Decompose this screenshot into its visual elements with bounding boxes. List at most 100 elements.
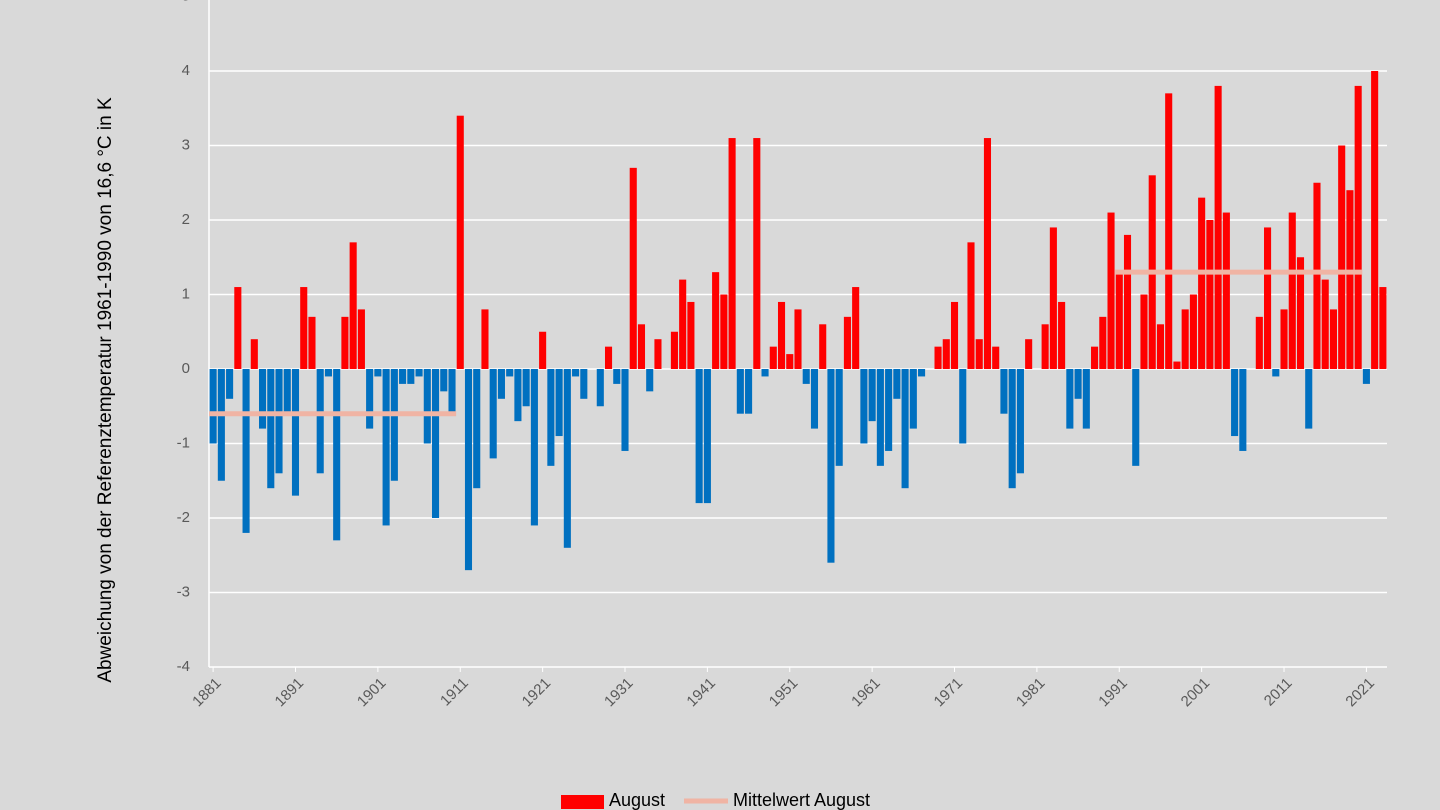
bar — [810, 369, 819, 429]
bar — [786, 354, 794, 369]
bar — [1222, 212, 1230, 369]
x-tick-label: 1911 — [437, 675, 472, 710]
bar — [1189, 294, 1197, 369]
bar — [226, 369, 234, 399]
y-tick-label: 4 — [182, 62, 190, 79]
bar — [324, 369, 332, 377]
y-tick-label: 1 — [182, 285, 190, 302]
bar — [1025, 339, 1033, 369]
bar — [267, 369, 275, 489]
y-tick-label: 2 — [182, 211, 190, 228]
bar — [464, 369, 473, 571]
x-tick-label: 1901 — [354, 675, 390, 711]
bar — [1206, 220, 1214, 369]
x-tick-label: 1881 — [189, 675, 225, 711]
bar — [1074, 369, 1082, 399]
bar — [1008, 369, 1016, 489]
bar — [431, 369, 440, 518]
bar — [1066, 369, 1074, 429]
bar — [572, 369, 580, 377]
bar — [1165, 93, 1173, 369]
y-tick-label: -1 — [177, 434, 190, 451]
x-tick-label: 2011 — [1261, 675, 1296, 710]
bar — [1362, 369, 1370, 384]
bar — [456, 115, 464, 369]
bar — [1354, 85, 1362, 370]
bar — [777, 301, 786, 369]
bar — [819, 324, 827, 369]
bar — [522, 369, 530, 407]
bar — [596, 369, 604, 407]
bar — [761, 369, 769, 377]
bar — [423, 369, 431, 444]
bar — [1016, 369, 1024, 474]
bar — [909, 369, 917, 429]
bar — [712, 272, 720, 369]
legend-label: Mittelwert August — [733, 790, 870, 810]
bar — [1132, 369, 1140, 466]
bar — [234, 287, 242, 369]
bar — [209, 369, 217, 444]
y-tick-label: 3 — [182, 136, 190, 153]
bar — [580, 369, 588, 399]
bar — [794, 309, 802, 369]
y-tick-label: -2 — [177, 509, 190, 526]
bar — [547, 369, 555, 466]
bar — [637, 324, 646, 369]
x-tick-label: 1931 — [601, 675, 637, 711]
bar — [654, 339, 662, 369]
x-tick-label: 1991 — [1095, 675, 1131, 711]
bar — [366, 369, 374, 429]
bar — [975, 339, 983, 369]
x-tick-label: 1971 — [931, 675, 967, 711]
bar — [1140, 294, 1148, 369]
bar — [489, 369, 497, 459]
bar — [843, 316, 851, 369]
bar — [530, 369, 538, 526]
bar — [1123, 234, 1132, 369]
bar — [769, 346, 777, 369]
y-tick-label: 0 — [182, 360, 190, 377]
legend-swatch — [561, 795, 604, 809]
bar — [390, 369, 398, 481]
bar — [876, 369, 884, 466]
bar — [1338, 145, 1346, 369]
bar — [835, 369, 843, 466]
bar — [1173, 361, 1181, 369]
bar — [448, 369, 456, 414]
bar — [242, 369, 250, 533]
bar — [852, 287, 860, 369]
bar — [275, 369, 283, 474]
bar — [1000, 369, 1008, 414]
bar — [1305, 369, 1313, 429]
bar — [1371, 71, 1379, 369]
bar — [1288, 212, 1296, 369]
x-tick-label: 2001 — [1178, 675, 1214, 711]
bar — [259, 369, 267, 429]
bar — [885, 369, 893, 451]
bar — [629, 167, 637, 369]
bar — [736, 369, 744, 414]
bar — [357, 309, 365, 369]
x-tick-label: 1921 — [519, 675, 555, 711]
bar — [514, 369, 522, 422]
bar — [745, 369, 753, 414]
x-tick-label: 1891 — [272, 675, 308, 711]
bar — [1296, 257, 1305, 369]
bar — [341, 316, 349, 369]
bar — [1272, 369, 1280, 377]
bar — [646, 369, 654, 392]
bar — [1313, 182, 1321, 369]
bar — [728, 138, 736, 369]
bar — [1099, 316, 1107, 369]
bar — [1041, 324, 1049, 369]
bar — [1379, 287, 1387, 369]
bar — [934, 346, 942, 369]
bar — [901, 369, 909, 489]
bar — [1058, 301, 1066, 369]
bar — [1115, 272, 1123, 369]
legend-label: August — [609, 790, 665, 810]
bar — [687, 301, 695, 369]
bar — [1198, 197, 1206, 369]
x-tick-label: 1951 — [766, 675, 802, 711]
